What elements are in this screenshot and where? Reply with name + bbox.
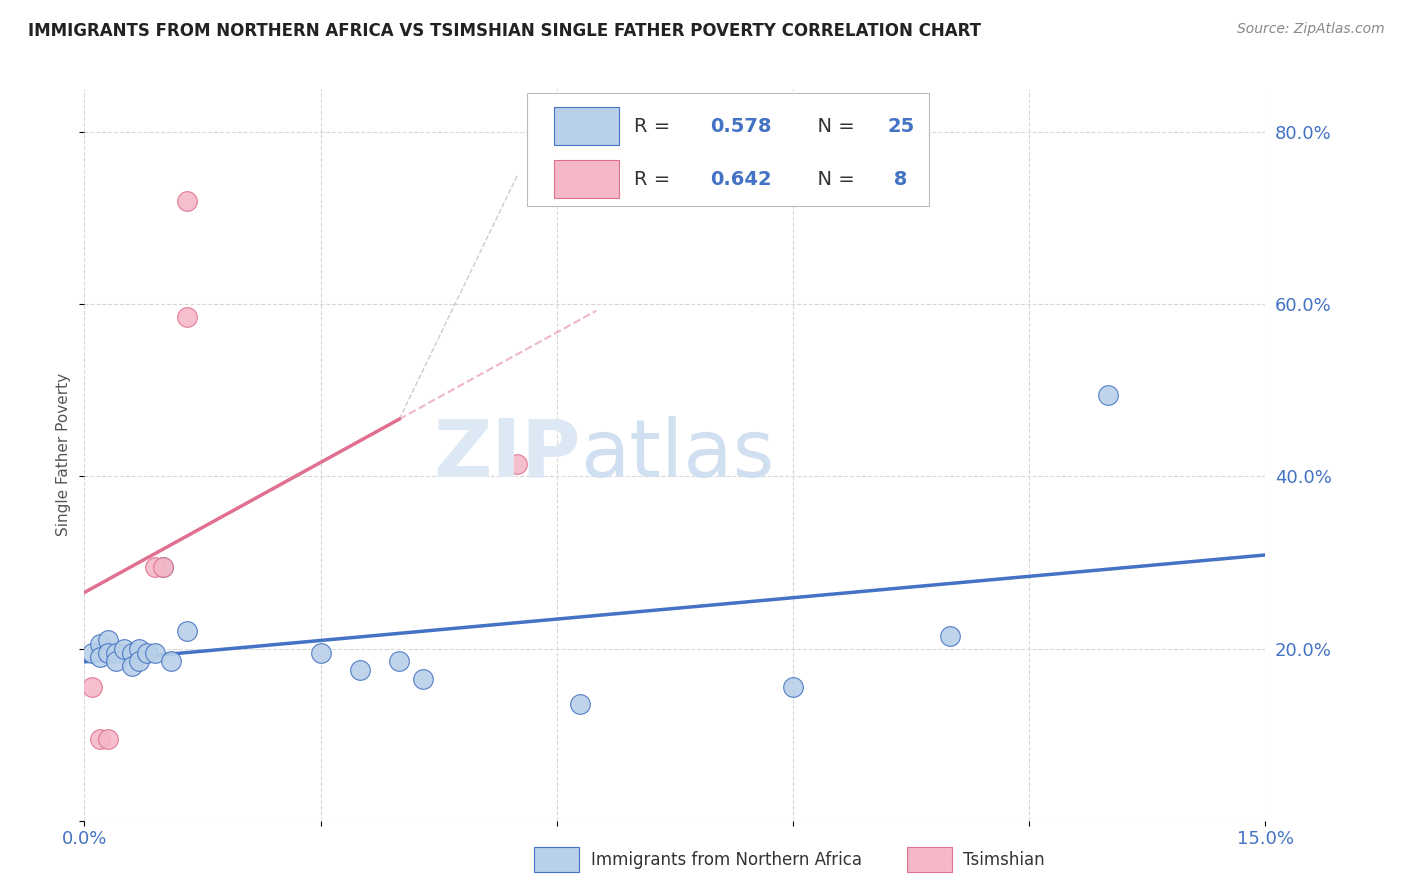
Point bbox=[176, 624, 198, 639]
Text: Immigrants from Northern Africa: Immigrants from Northern Africa bbox=[591, 851, 862, 869]
Point bbox=[97, 731, 120, 746]
Text: atlas: atlas bbox=[581, 416, 775, 494]
FancyBboxPatch shape bbox=[527, 93, 929, 206]
Point bbox=[104, 655, 127, 669]
Point bbox=[97, 632, 120, 647]
Point bbox=[176, 310, 198, 325]
Point bbox=[121, 658, 143, 673]
Text: 8: 8 bbox=[887, 169, 908, 189]
FancyBboxPatch shape bbox=[554, 161, 620, 198]
Text: Tsimshian: Tsimshian bbox=[963, 851, 1045, 869]
Text: N =: N = bbox=[804, 117, 860, 136]
Point bbox=[506, 457, 529, 471]
Text: 0.642: 0.642 bbox=[710, 169, 772, 189]
Point bbox=[939, 629, 962, 643]
FancyBboxPatch shape bbox=[554, 107, 620, 145]
Text: N =: N = bbox=[804, 169, 860, 189]
Point bbox=[1097, 387, 1119, 401]
Point bbox=[97, 646, 120, 660]
Text: ZIP: ZIP bbox=[433, 416, 581, 494]
Point bbox=[121, 646, 143, 660]
Text: Source: ZipAtlas.com: Source: ZipAtlas.com bbox=[1237, 22, 1385, 37]
Text: 25: 25 bbox=[887, 117, 915, 136]
Point bbox=[412, 672, 434, 686]
Text: R =: R = bbox=[634, 169, 676, 189]
Point bbox=[569, 698, 592, 712]
Point bbox=[128, 641, 150, 656]
Point bbox=[152, 559, 174, 574]
Point bbox=[82, 680, 104, 694]
Point bbox=[143, 559, 166, 574]
Point bbox=[349, 663, 371, 677]
Point bbox=[128, 655, 150, 669]
Text: IMMIGRANTS FROM NORTHERN AFRICA VS TSIMSHIAN SINGLE FATHER POVERTY CORRELATION C: IMMIGRANTS FROM NORTHERN AFRICA VS TSIMS… bbox=[28, 22, 981, 40]
Point bbox=[89, 731, 111, 746]
Point bbox=[143, 646, 166, 660]
Text: 0.578: 0.578 bbox=[710, 117, 772, 136]
Point bbox=[82, 646, 104, 660]
Point bbox=[782, 680, 804, 694]
Point bbox=[388, 655, 411, 669]
Y-axis label: Single Father Poverty: Single Father Poverty bbox=[56, 374, 72, 536]
Point bbox=[104, 646, 127, 660]
Point bbox=[136, 646, 159, 660]
Point bbox=[89, 650, 111, 665]
Point bbox=[89, 637, 111, 651]
Point bbox=[112, 641, 135, 656]
Point bbox=[176, 194, 198, 208]
Point bbox=[152, 559, 174, 574]
Point bbox=[309, 646, 332, 660]
Point bbox=[160, 655, 183, 669]
Text: R =: R = bbox=[634, 117, 676, 136]
